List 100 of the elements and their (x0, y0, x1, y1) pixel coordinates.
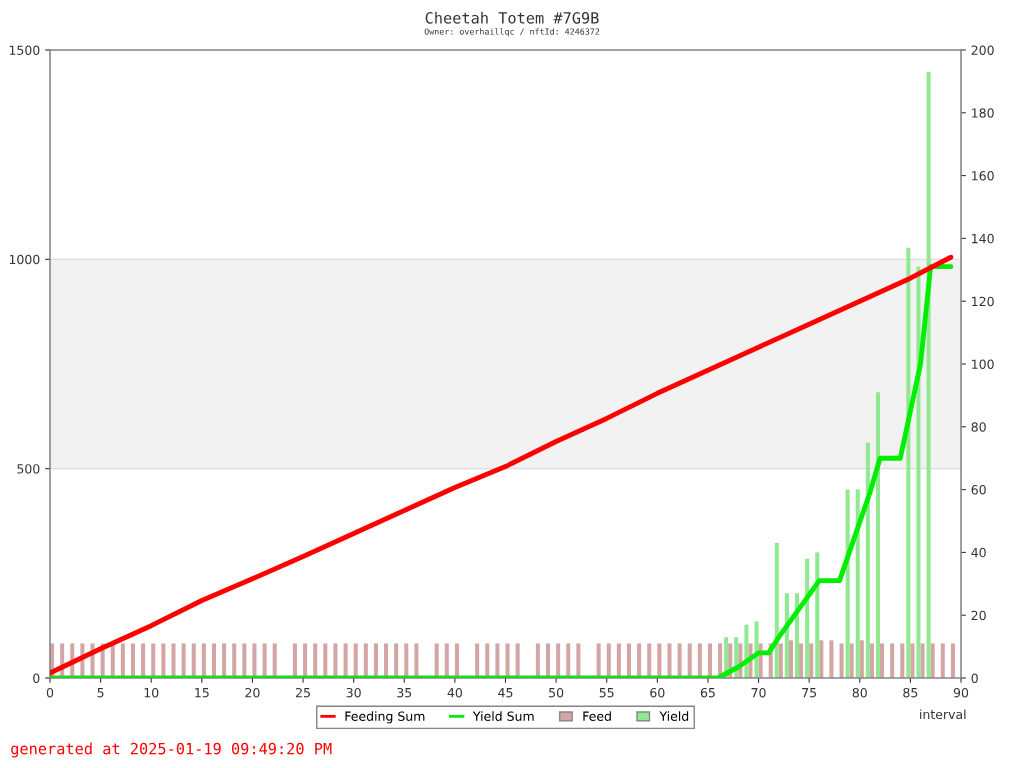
bar (906, 247, 911, 678)
bar (373, 643, 378, 678)
bar (865, 442, 870, 678)
bar (910, 643, 915, 678)
bar (181, 643, 186, 678)
bar (191, 643, 196, 678)
legend-label: Feed (583, 711, 611, 721)
bar (809, 643, 814, 678)
bar (414, 643, 419, 678)
bar (805, 558, 810, 678)
x-tick-label: 5 (97, 688, 104, 698)
bar (657, 643, 662, 678)
bar (252, 643, 257, 678)
y2-tick-label: 40 (971, 547, 986, 558)
y2-tick-label: 140 (972, 233, 994, 244)
bar (130, 643, 136, 678)
x-tick-label: 25 (296, 687, 310, 698)
x-tick-label: 0 (46, 687, 54, 698)
x-tick-label: 20 (245, 687, 260, 698)
legend-label: Feeding Sum (345, 711, 425, 724)
bar (333, 643, 338, 678)
bar (485, 643, 490, 678)
bar (141, 643, 146, 678)
text: generated at 2025-01-19 09:49:20 PM (11, 742, 332, 758)
bar (434, 643, 439, 678)
bar (859, 640, 864, 678)
bar (930, 643, 935, 678)
x-tick-label: 40 (447, 687, 463, 698)
bar (778, 643, 783, 678)
bar (697, 643, 702, 678)
bar (626, 643, 632, 678)
bar (151, 643, 156, 678)
x-tick-label: 35 (397, 687, 412, 698)
bar (940, 643, 945, 678)
bar (272, 643, 277, 678)
bar (829, 640, 834, 678)
bar (313, 643, 318, 678)
y2-tick-label: 60 (971, 485, 986, 495)
bar (556, 643, 561, 678)
x-tick-label: 45 (498, 688, 513, 698)
bar (849, 643, 854, 678)
bar (120, 643, 125, 678)
bar (616, 643, 621, 678)
bar (292, 643, 297, 678)
bar (242, 643, 247, 678)
y-tick-label: 500 (17, 464, 40, 474)
x-tick-label: 65 (700, 687, 715, 698)
y2-tick-label: 80 (971, 422, 986, 432)
bar (845, 489, 850, 678)
bar (171, 643, 176, 678)
bar (384, 643, 389, 678)
y-tick-label: 0 (33, 673, 40, 683)
x-tick-label: 10 (144, 687, 159, 698)
bar (201, 643, 206, 678)
bar (545, 643, 551, 678)
x-tick-label: 90 (953, 687, 969, 698)
bar (707, 643, 712, 678)
x-tick-label: 50 (549, 687, 564, 698)
bar (343, 643, 348, 678)
bar (667, 643, 672, 678)
chart-subtitle: Owner: overhaillqc / nftId: 4246372 (424, 28, 600, 37)
bar (875, 392, 881, 678)
bar (576, 643, 581, 678)
x-tick-label: 75 (802, 688, 817, 698)
bar (566, 643, 571, 678)
bar (687, 643, 692, 678)
bar (815, 552, 820, 678)
x-tick-label: 85 (903, 687, 918, 698)
bar (303, 643, 308, 678)
bar (637, 643, 642, 678)
y2-tick-label: 20 (971, 610, 986, 621)
bar (677, 643, 682, 678)
bar (535, 643, 540, 678)
bar (839, 643, 844, 678)
x-tick-label: 55 (599, 688, 614, 698)
bar (404, 643, 409, 678)
x-tick-label: 70 (751, 687, 766, 698)
y-tick-label: 1000 (9, 254, 40, 265)
bar (950, 643, 955, 678)
bar (647, 643, 652, 678)
bar (869, 643, 874, 678)
bar (454, 643, 459, 678)
bar (799, 643, 804, 678)
bar (394, 643, 399, 678)
bar (819, 640, 824, 678)
x-tick-label: 30 (346, 687, 361, 698)
chart-title: Cheetah Totem #7G9B (425, 11, 599, 24)
y2-tick-label: 100 (972, 359, 994, 369)
legend-label: Yield (659, 711, 689, 721)
bar (495, 643, 500, 678)
bar (515, 643, 520, 678)
bar (916, 266, 921, 678)
bar (232, 643, 237, 678)
bar (596, 643, 601, 678)
bar (606, 643, 611, 678)
bar (211, 643, 216, 678)
bar (323, 643, 328, 678)
bar (505, 643, 510, 678)
bar (890, 643, 895, 678)
x-tick-label: 80 (852, 687, 867, 698)
